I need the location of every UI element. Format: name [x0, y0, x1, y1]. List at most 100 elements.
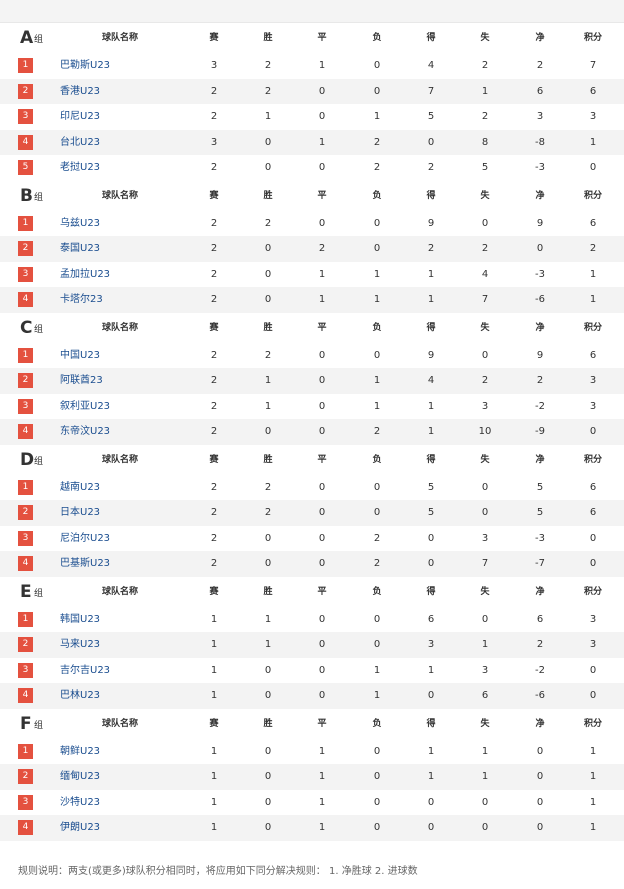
team-row: 4 巴基斯U23 2 0 0 2 0 7 -7 0 — [0, 551, 624, 577]
stat-cell: 0 — [318, 349, 326, 361]
stat-cell: 2 — [264, 481, 272, 493]
stat-cell: 2 — [210, 426, 218, 437]
team-name: 台北U23 — [60, 136, 101, 148]
stat-cell: 3 — [210, 60, 218, 71]
stat-cell: 9 — [536, 349, 544, 361]
stat-cell: 1 — [427, 664, 435, 676]
stat-cell: 2 — [589, 243, 597, 254]
column-header: 平 — [317, 33, 327, 43]
column-header: 失 — [480, 190, 490, 201]
stat-cell: 1 — [210, 745, 218, 757]
team-row: 1 朝鲜U23 1 0 1 0 1 1 0 1 — [0, 739, 624, 765]
column-header: 净 — [535, 322, 545, 333]
team-row: 4 巴林U23 1 0 0 1 0 6 -6 0 — [0, 683, 624, 709]
stat-cell: 0 — [481, 796, 489, 808]
column-header: 得 — [426, 718, 436, 729]
rank-badge: 1 — [18, 611, 33, 627]
group-suffix: 组 — [34, 192, 44, 203]
column-header: 赛 — [209, 322, 219, 333]
stat-cell: 1 — [427, 400, 435, 412]
group-suffix: 组 — [34, 588, 44, 599]
stat-cell: 7 — [427, 85, 435, 97]
column-header: 球队名称 — [101, 190, 138, 201]
stat-cell: 0 — [481, 349, 489, 361]
stat-cell: 2 — [481, 111, 489, 122]
stat-cell: 1 — [589, 294, 597, 305]
column-header: 失 — [480, 33, 490, 43]
stat-cell: 0 — [481, 507, 489, 518]
stat-cell: 1 — [318, 294, 326, 305]
stat-cell: -2 — [535, 400, 545, 412]
team-name: 朝鲜U23 — [60, 745, 101, 757]
team-name: 香港U23 — [60, 85, 101, 97]
stat-cell: 0 — [318, 613, 326, 625]
column-header: 失 — [480, 718, 490, 729]
team-name: 巴基斯U23 — [60, 558, 111, 569]
team-row: 3 叙利亚U23 2 1 0 1 1 3 -2 3 — [0, 394, 624, 420]
stat-cell: 3 — [589, 613, 597, 625]
stat-cell: -6 — [535, 690, 545, 701]
group-suffix: 组 — [34, 35, 44, 45]
stat-cell: 1 — [427, 426, 435, 437]
stat-cell: 0 — [373, 745, 381, 757]
column-header: 积分 — [583, 190, 602, 201]
stat-cell: 1 — [373, 375, 381, 386]
group-header: E 组 球队名称 赛 胜 平 负 得 失 净 积分 — [0, 577, 624, 607]
column-header: 净 — [535, 454, 545, 465]
stat-cell: 2 — [536, 60, 544, 71]
stat-cell: 0 — [264, 745, 272, 757]
stat-cell: 1 — [373, 294, 381, 305]
column-header: 积分 — [583, 718, 602, 729]
column-header: 胜 — [263, 33, 273, 43]
stat-cell: 0 — [264, 771, 272, 782]
stat-cell: 1 — [427, 268, 435, 280]
stat-cell: 0 — [481, 822, 489, 833]
column-header: 负 — [372, 718, 382, 729]
column-header: 得 — [426, 190, 436, 201]
rank-badge: 4 — [18, 688, 33, 703]
column-header: 球队名称 — [101, 718, 138, 729]
stat-cell: 0 — [373, 85, 381, 97]
column-header: 积分 — [583, 454, 602, 465]
column-header: 赛 — [209, 33, 219, 43]
team-row: 3 吉尔吉U23 1 0 0 1 1 3 -2 0 — [0, 658, 624, 684]
column-header: 失 — [480, 586, 490, 597]
stat-cell: 6 — [536, 613, 544, 625]
stat-cell: 1 — [318, 771, 326, 782]
column-header: 负 — [372, 33, 382, 43]
stat-cell: 1 — [481, 745, 489, 757]
stat-cell: 0 — [373, 507, 381, 518]
group-letter: D — [20, 449, 35, 470]
team-row: 2 缅甸U23 1 0 1 0 1 1 0 1 — [0, 764, 624, 790]
stat-cell: 0 — [536, 771, 544, 782]
stat-cell: 4 — [427, 60, 435, 71]
stat-cell: 1 — [264, 613, 272, 625]
stat-cell: 6 — [536, 85, 544, 97]
group-header: D 组 球队名称 赛 胜 平 负 得 失 净 积分 — [0, 445, 624, 475]
top-bar — [0, 0, 624, 23]
stat-cell: 3 — [481, 664, 489, 676]
stat-cell: 0 — [264, 243, 272, 254]
team-name: 马来U23 — [60, 639, 101, 650]
stat-cell: 1 — [373, 111, 381, 122]
team-row: 4 伊朗U23 1 0 1 0 0 0 0 1 — [0, 815, 624, 841]
stat-cell: 2 — [210, 349, 218, 361]
group-header: F 组 球队名称 赛 胜 平 负 得 失 净 积分 — [0, 709, 624, 739]
column-header: 赛 — [209, 190, 219, 201]
team-row: 3 尼泊尔U23 2 0 0 2 0 3 -3 0 — [0, 526, 624, 552]
group-suffix: 组 — [34, 324, 44, 335]
group-letter: F — [20, 713, 32, 734]
rank-badge: 2 — [18, 769, 33, 784]
stat-cell: 2 — [210, 217, 218, 229]
group-letter: C — [20, 317, 33, 338]
stat-cell: 1 — [589, 745, 597, 757]
team-name: 阿联酋23 — [60, 375, 103, 386]
team-row: 2 马来U23 1 1 0 0 3 1 2 3 — [0, 632, 624, 658]
stat-cell: 1 — [373, 268, 381, 280]
stat-cell: 6 — [427, 613, 435, 625]
stat-cell: 0 — [264, 690, 272, 701]
stat-cell: 0 — [264, 162, 272, 173]
stat-cell: 3 — [481, 400, 489, 412]
rank-badge: 4 — [18, 424, 33, 439]
column-header: 胜 — [263, 718, 273, 729]
